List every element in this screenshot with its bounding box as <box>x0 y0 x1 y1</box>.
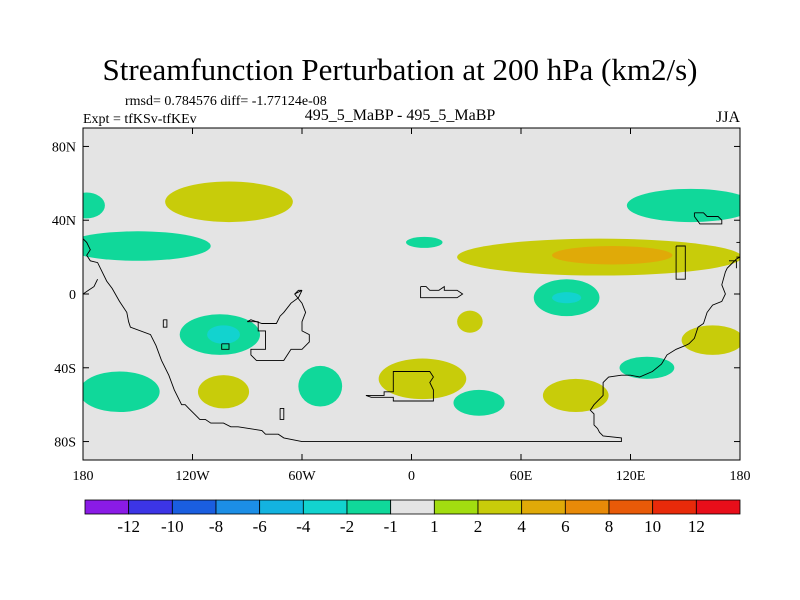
coastline <box>221 343 230 350</box>
coastline <box>83 238 740 443</box>
coastline <box>247 290 303 324</box>
anomaly-contour <box>165 181 293 223</box>
season-label: JJA <box>715 109 740 126</box>
colorbar-label: -10 <box>161 517 184 536</box>
colorbar-swatch <box>259 499 304 515</box>
colorbar-label: 4 <box>517 517 526 536</box>
x-tick-label: 180 <box>73 469 94 484</box>
colorbar-label: 6 <box>561 517 570 536</box>
x-tick-label: 120E <box>616 469 646 484</box>
colorbar-swatch <box>433 499 479 515</box>
y-tick-label: 80N <box>52 140 76 155</box>
colorbar-swatch <box>215 499 261 515</box>
anomaly-contour <box>378 358 467 400</box>
x-tick-label: 60E <box>510 469 533 484</box>
coastline <box>729 260 737 269</box>
colorbar-label: -12 <box>117 517 140 536</box>
anomaly-contour <box>207 325 240 344</box>
coastline <box>162 319 168 328</box>
colorbar-swatch <box>171 499 217 515</box>
anomaly-contour <box>552 246 673 265</box>
x-tick-label: 180 <box>730 469 751 484</box>
colorbar-swatch <box>390 499 435 515</box>
chart-title: Streamfunction Perturbation at 200 hPa (… <box>102 52 698 87</box>
anomaly-contour <box>626 188 740 223</box>
colorbar-swatch <box>652 499 697 515</box>
experiment-label: Expt = tfKSv-tfKEv <box>83 112 197 127</box>
axes-layer: 180 120W 60W 0 60E 120E 180 80N 40N 0 40S 80S <box>52 128 751 484</box>
x-tick-label: 120W <box>175 469 210 484</box>
colorbar-label: 12 <box>688 517 705 536</box>
coastline <box>247 289 310 361</box>
colorbar-label: -6 <box>253 517 267 536</box>
colorbar-label: 2 <box>474 517 483 536</box>
stats-label: rmsd= 0.784576 diff= -1.77124e-08 <box>125 94 327 109</box>
colorbar-label: -1 <box>384 517 398 536</box>
anomaly-contour <box>83 192 105 219</box>
anomaly-contour <box>681 325 740 355</box>
y-tick-label: 40S <box>54 362 76 377</box>
anomaly-contour <box>552 292 582 304</box>
anomaly-contour <box>453 389 505 416</box>
colorbar-swatch <box>608 499 654 515</box>
coastline <box>83 279 99 295</box>
coastline <box>365 371 434 402</box>
colorbar-label: -2 <box>340 517 354 536</box>
colorbar-swatch <box>84 499 130 515</box>
anomaly-contour <box>83 371 160 413</box>
coastline <box>693 212 723 225</box>
anomaly-contour <box>619 356 675 379</box>
x-tick-label: 0 <box>408 469 415 484</box>
colorbar-swatch <box>302 499 348 515</box>
colorbar-swatch <box>695 499 741 515</box>
anomaly-contour <box>83 231 211 261</box>
colorbar: -12 -10 -8 -6 -4 -2 -1 1 2 4 6 8 10 12 <box>84 499 741 536</box>
colorbar-label: 10 <box>644 517 661 536</box>
anomaly-contour <box>298 365 343 407</box>
x-tick-label: 60W <box>288 469 316 484</box>
y-tick-label: 80S <box>54 436 76 451</box>
colorbar-label: -4 <box>296 517 311 536</box>
center-label: 495_5_MaBP - 495_5_MaBP <box>304 107 496 124</box>
colorbar-swatch <box>128 499 173 515</box>
y-tick-label: 0 <box>69 288 76 303</box>
anomaly-contour <box>542 378 609 413</box>
coastline <box>675 245 686 280</box>
y-tick-label: 40N <box>52 214 76 229</box>
anomaly-contour <box>406 236 443 248</box>
coastline <box>420 285 464 299</box>
anomaly-contour <box>457 310 483 333</box>
colorbar-label: 8 <box>605 517 614 536</box>
colorbar-label: 1 <box>430 517 439 536</box>
anomaly-contour <box>197 375 250 409</box>
colorbar-swatch <box>564 499 610 515</box>
colorbar-label: -8 <box>209 517 223 536</box>
coastline-layer <box>83 212 740 443</box>
map-background <box>83 128 740 460</box>
colorbar-swatch <box>346 499 392 515</box>
anomaly-layer <box>83 181 740 416</box>
colorbar-swatch <box>477 499 523 515</box>
coastline <box>279 407 285 420</box>
colorbar-swatch <box>521 499 566 515</box>
